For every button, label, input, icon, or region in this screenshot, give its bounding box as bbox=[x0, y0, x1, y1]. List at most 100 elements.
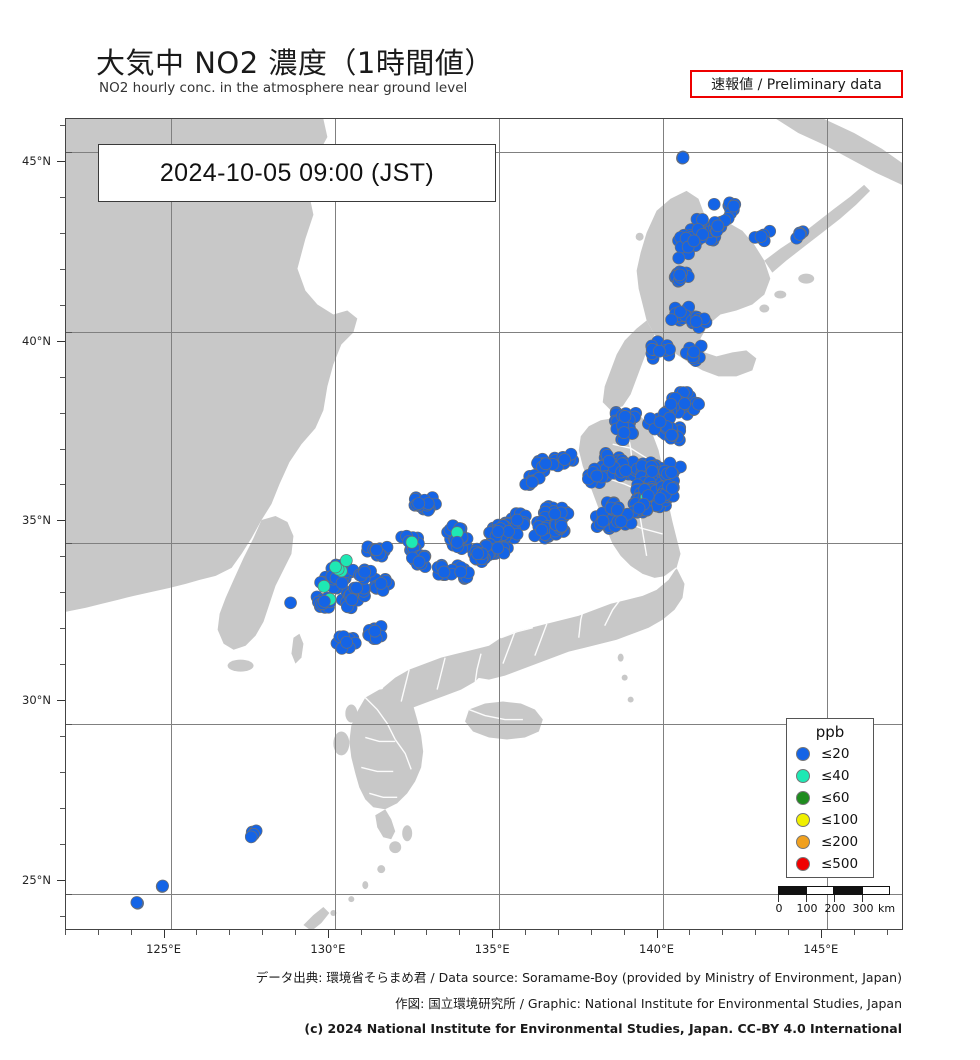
station-point[interactable] bbox=[632, 501, 646, 515]
station-point[interactable] bbox=[618, 410, 632, 423]
scale-bar-label: 100 bbox=[796, 902, 818, 915]
station-point[interactable] bbox=[350, 581, 363, 595]
y-tick-minor bbox=[60, 628, 65, 630]
station-point[interactable] bbox=[687, 234, 701, 248]
station-point[interactable] bbox=[335, 576, 349, 590]
timestamp-box: 2024-10-05 09:00 (JST) bbox=[98, 144, 496, 202]
station-point[interactable] bbox=[596, 514, 610, 528]
station-point[interactable] bbox=[673, 305, 687, 319]
station-point[interactable] bbox=[687, 345, 701, 359]
station-point[interactable] bbox=[130, 896, 144, 909]
station-point[interactable] bbox=[412, 497, 426, 510]
station-point[interactable] bbox=[664, 397, 678, 411]
station-point[interactable] bbox=[244, 830, 258, 844]
station-point[interactable] bbox=[412, 555, 426, 569]
station-point[interactable] bbox=[340, 635, 353, 649]
station-point[interactable] bbox=[345, 593, 359, 606]
station-point[interactable] bbox=[339, 554, 353, 567]
station-point[interactable] bbox=[665, 313, 678, 327]
legend-item-4[interactable]: ≤200 bbox=[787, 831, 873, 853]
station-point[interactable] bbox=[590, 469, 604, 483]
gridline-lon-140 bbox=[663, 119, 664, 929]
station-point[interactable] bbox=[368, 624, 382, 638]
y-tick-major bbox=[57, 340, 65, 342]
station-point[interactable] bbox=[284, 596, 297, 610]
station-point[interactable] bbox=[602, 454, 616, 468]
station-point[interactable] bbox=[405, 535, 419, 549]
legend-swatch-icon bbox=[796, 813, 810, 827]
station-point[interactable] bbox=[653, 344, 666, 358]
station-point[interactable] bbox=[437, 565, 451, 579]
footer-copyright: (c) 2024 National Institute for Environm… bbox=[304, 1021, 902, 1036]
station-point[interactable] bbox=[450, 535, 464, 549]
station-point[interactable] bbox=[558, 453, 571, 466]
station-point[interactable] bbox=[617, 426, 631, 439]
station-point[interactable] bbox=[711, 219, 725, 233]
x-tick-minor bbox=[229, 930, 231, 935]
station-point[interactable] bbox=[491, 541, 505, 555]
station-point[interactable] bbox=[548, 507, 562, 521]
station-point[interactable] bbox=[539, 457, 552, 471]
station-point[interactable] bbox=[676, 151, 690, 165]
station-point[interactable] bbox=[707, 197, 721, 211]
station-point[interactable] bbox=[156, 879, 170, 893]
timestamp-label: 2024-10-05 09:00 (JST) bbox=[159, 158, 435, 187]
station-point[interactable] bbox=[525, 475, 539, 489]
station-point[interactable] bbox=[454, 565, 468, 579]
station-point[interactable] bbox=[793, 228, 807, 241]
map-plot-area[interactable]: 2024-10-05 09:00 (JST) bbox=[65, 118, 903, 930]
station-point[interactable] bbox=[653, 415, 667, 429]
station-point[interactable] bbox=[665, 466, 678, 479]
y-tick-minor bbox=[60, 556, 65, 558]
legend-item-label: ≤100 bbox=[821, 812, 859, 828]
station-point[interactable] bbox=[329, 560, 342, 574]
station-point[interactable] bbox=[692, 397, 705, 411]
station-point[interactable] bbox=[653, 492, 667, 505]
x-tick-minor bbox=[722, 930, 724, 935]
station-scatter-layer[interactable] bbox=[66, 119, 902, 929]
legend-item-3[interactable]: ≤100 bbox=[787, 809, 873, 831]
station-point[interactable] bbox=[370, 543, 383, 557]
station-point[interactable] bbox=[645, 464, 659, 478]
station-point[interactable] bbox=[696, 228, 710, 241]
station-point[interactable] bbox=[471, 547, 485, 561]
station-point[interactable] bbox=[678, 397, 691, 410]
station-point[interactable] bbox=[727, 199, 741, 213]
station-point[interactable] bbox=[318, 595, 331, 608]
station-point[interactable] bbox=[555, 519, 568, 533]
legend-item-label: ≤60 bbox=[821, 790, 850, 806]
y-tick-label: 40°N bbox=[22, 333, 51, 348]
station-point[interactable] bbox=[491, 525, 505, 538]
gridline-lat-25 bbox=[66, 894, 902, 895]
station-point[interactable] bbox=[317, 580, 331, 593]
legend-item-1[interactable]: ≤40 bbox=[787, 765, 873, 787]
x-tick-major bbox=[492, 930, 494, 938]
station-point[interactable] bbox=[665, 428, 678, 442]
station-point[interactable] bbox=[510, 513, 524, 527]
station-point[interactable] bbox=[610, 503, 624, 517]
station-point[interactable] bbox=[689, 315, 703, 328]
x-tick-minor bbox=[590, 930, 592, 935]
station-point[interactable] bbox=[619, 464, 632, 477]
legend-item-2[interactable]: ≤60 bbox=[787, 787, 873, 809]
station-point[interactable] bbox=[535, 523, 548, 537]
scale-bar-label: 0 bbox=[775, 902, 783, 915]
x-tick-minor bbox=[853, 930, 855, 935]
station-point[interactable] bbox=[672, 251, 686, 265]
station-point[interactable] bbox=[673, 268, 687, 282]
station-point[interactable] bbox=[614, 515, 628, 528]
y-tick-minor bbox=[60, 807, 65, 809]
x-tick-label: 145°E bbox=[803, 942, 839, 956]
legend-item-0[interactable]: ≤20 bbox=[787, 743, 873, 765]
station-point[interactable] bbox=[754, 230, 768, 243]
station-point[interactable] bbox=[358, 565, 372, 579]
gridline-lat-40 bbox=[66, 332, 902, 333]
legend-item-5[interactable]: ≤500 bbox=[787, 853, 873, 875]
station-point[interactable] bbox=[374, 577, 388, 590]
basemap-landmass bbox=[66, 119, 902, 929]
gridline-lat-30 bbox=[66, 724, 902, 725]
station-point[interactable] bbox=[666, 482, 679, 495]
inner-tick bbox=[66, 894, 72, 895]
x-tick-minor bbox=[65, 930, 66, 935]
